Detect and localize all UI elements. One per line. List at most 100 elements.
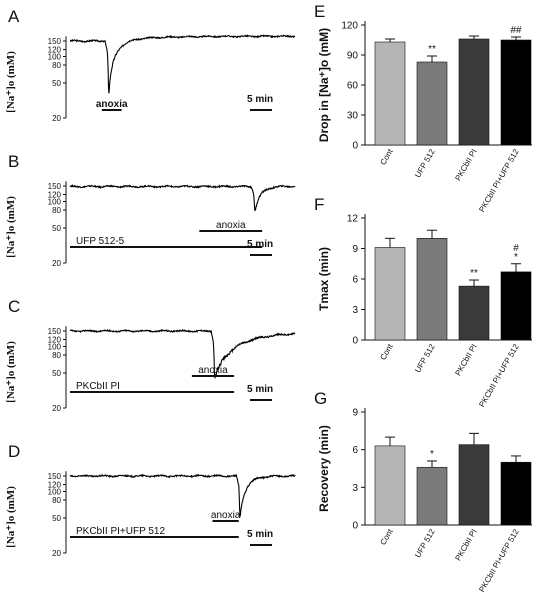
- na-trace: [69, 328, 296, 380]
- y-tick-label: 6: [352, 275, 358, 286]
- treatment-label: PKCbII PI: [76, 381, 120, 392]
- y-tick-label: 150: [48, 182, 62, 191]
- y-tick-label: 120: [48, 481, 62, 490]
- significance-marker: *: [430, 449, 434, 460]
- significance-marker: #: [513, 243, 519, 254]
- bar: [374, 445, 406, 526]
- y-tick-label: 100: [48, 342, 62, 351]
- significance-marker: ##: [510, 25, 522, 36]
- bar: [458, 444, 490, 526]
- anoxia-label: anoxia: [211, 510, 241, 521]
- y-tick-label: 50: [52, 369, 61, 378]
- y-tick-label: 80: [52, 206, 61, 215]
- category-label: PKCbII PI+UFP 512: [477, 147, 521, 214]
- scale-bar-label: 5 min: [247, 239, 273, 250]
- category-label: Cont: [378, 527, 395, 547]
- panel-letter: G: [314, 389, 327, 408]
- y-tick-label: 0: [352, 336, 358, 347]
- y-tick-label: 80: [52, 496, 61, 505]
- category-label: UFP 512: [413, 342, 437, 374]
- y-tick-label: 120: [341, 21, 358, 32]
- y-axis-label: [Na⁺]o (mM): [5, 51, 17, 113]
- y-tick-label: 150: [48, 472, 62, 481]
- category-label: UFP 512: [413, 147, 437, 179]
- bar: [458, 38, 490, 146]
- y-tick-label: 90: [347, 51, 359, 62]
- y-axis-label: Recovery (min): [317, 425, 331, 512]
- category-label: PKCbII PI: [453, 148, 478, 183]
- category-label: PKCbII PI+UFP 512: [477, 342, 521, 409]
- anoxia-label: anoxia: [198, 365, 228, 376]
- panel-letter: E: [314, 2, 325, 21]
- y-tick-label: 9: [352, 408, 358, 419]
- y-tick-label: 150: [48, 37, 62, 46]
- y-axis-label: Tmax (min): [317, 247, 331, 311]
- y-tick-label: 9: [352, 244, 358, 255]
- panel-letter: C: [8, 297, 20, 316]
- bar-chart-g: G Recovery (min) 0 3 6 9 Cont * UFP 512 PKCbII PI…: [314, 389, 532, 594]
- anoxia-label: anoxia: [216, 220, 246, 231]
- panel-letter: D: [8, 442, 20, 461]
- y-tick-label: 150: [48, 327, 62, 336]
- panel-letter: A: [8, 7, 20, 26]
- y-tick-label: 0: [352, 141, 358, 152]
- category-label: PKCbII PI: [453, 343, 478, 378]
- y-tick-label: 20: [52, 404, 61, 413]
- scale-bar-label: 5 min: [247, 384, 273, 395]
- y-tick-label: 60: [347, 81, 359, 92]
- category-label: PKCbII PI: [453, 528, 478, 563]
- y-tick-label: 80: [52, 61, 61, 70]
- y-tick-label: 80: [52, 351, 61, 360]
- treatment-label: PKCbII PI+UFP 512: [76, 526, 165, 537]
- y-tick-label: 3: [352, 305, 358, 316]
- y-tick-label: 100: [48, 52, 62, 61]
- y-tick-label: 3: [352, 483, 358, 494]
- y-tick-label: 12: [347, 214, 359, 225]
- na-trace: [69, 183, 296, 212]
- y-axis-label: [Na⁺]o (mM): [5, 341, 17, 403]
- panel-letter: F: [314, 195, 324, 214]
- y-tick-label: 0: [352, 521, 358, 532]
- y-tick-label: 50: [52, 224, 61, 233]
- y-tick-label: 50: [52, 79, 61, 88]
- category-label: UFP 512: [413, 527, 437, 559]
- category-label: Cont: [378, 342, 395, 362]
- bar: [500, 461, 532, 526]
- bar: [374, 41, 406, 146]
- bar: [458, 285, 490, 341]
- bar: [500, 39, 532, 146]
- y-tick-label: 20: [52, 549, 61, 558]
- y-tick-label: 50: [52, 514, 61, 523]
- y-tick-label: 120: [48, 191, 62, 200]
- na-trace: [69, 473, 296, 517]
- scale-bar-label: 5 min: [247, 94, 273, 105]
- bar: [416, 466, 448, 526]
- panel-letter: B: [8, 152, 19, 171]
- y-axis-label: [Na⁺]o (mM): [5, 196, 17, 258]
- category-label: Cont: [378, 147, 395, 167]
- anoxia-label: anoxia: [96, 99, 128, 110]
- bar: [416, 238, 448, 341]
- y-axis-label: Drop in [Na⁺]o (mM): [317, 28, 331, 142]
- y-tick-label: 100: [48, 487, 62, 496]
- treatment-label: UFP 512-5: [76, 236, 125, 247]
- y-tick-label: 6: [352, 445, 358, 456]
- category-label: PKCbII PI+UFP 512: [477, 527, 521, 594]
- y-axis-label: [Na⁺]o (mM): [5, 486, 17, 548]
- y-tick-label: 30: [347, 111, 359, 122]
- y-tick-label: 20: [52, 114, 61, 123]
- y-tick-label: 20: [52, 259, 61, 268]
- bar-chart-f: F Tmax (min) 0 3 6 9 12 Cont UFP 512 ** PKCbII PI #…: [314, 195, 532, 409]
- scale-bar-label: 5 min: [247, 529, 273, 540]
- y-tick-label: 120: [48, 46, 62, 55]
- bar-chart-e: E Drop in [Na⁺]o (mM) 0 30 60 90 120 Cont ** UFP …: [314, 2, 532, 214]
- bar: [374, 247, 406, 341]
- bar: [500, 271, 532, 341]
